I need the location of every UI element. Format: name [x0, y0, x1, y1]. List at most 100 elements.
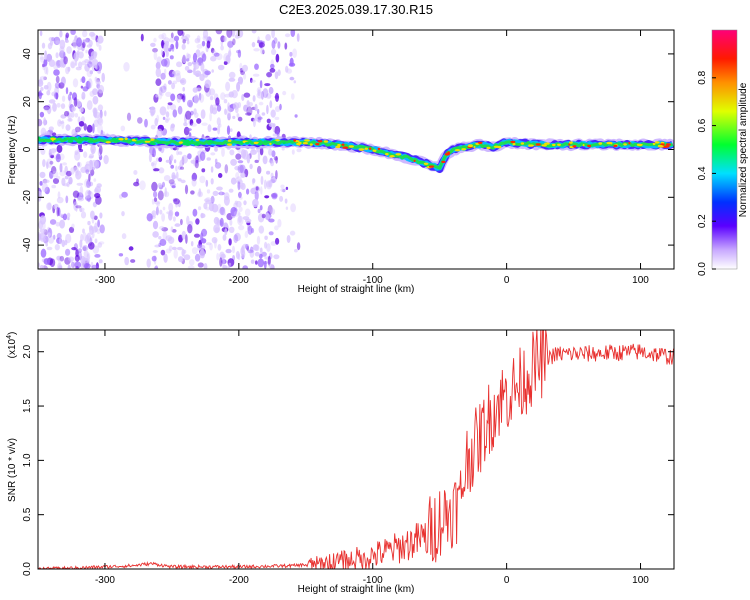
noise-blob — [88, 57, 94, 65]
noise-blob — [51, 37, 55, 42]
noise-blob — [39, 228, 46, 234]
noise-blob — [235, 172, 240, 180]
y-tick-label: -40 — [22, 237, 33, 252]
ridge-hotspot — [541, 144, 547, 147]
ridge-hotspot — [428, 165, 435, 168]
noise-blob — [190, 190, 195, 195]
noise-blob — [75, 265, 79, 269]
noise-blob — [74, 61, 78, 66]
noise-blob — [190, 159, 196, 164]
noise-blob — [174, 211, 180, 217]
noise-blob — [89, 153, 95, 159]
noise-blob — [190, 123, 197, 127]
noise-blob — [65, 66, 70, 75]
ridge-hotspot — [144, 140, 151, 143]
noise-blob — [85, 49, 88, 54]
noise-blob — [270, 175, 277, 184]
noise-blob — [46, 161, 49, 169]
ridge-hotspot — [664, 145, 670, 148]
noise-blob — [168, 202, 174, 212]
noise-blob — [55, 52, 59, 59]
noise-blob — [265, 34, 271, 41]
noise-blob — [251, 178, 255, 185]
noise-blob — [177, 151, 183, 155]
noise-blob — [88, 181, 94, 187]
noise-blob — [96, 183, 102, 188]
noise-blob — [126, 112, 132, 122]
noise-blob — [73, 201, 78, 211]
noise-blob — [205, 179, 209, 187]
noise-blob — [64, 110, 69, 117]
noise-blob — [179, 159, 184, 168]
noise-blob — [88, 173, 91, 182]
noise-blob — [51, 170, 59, 178]
noise-blob — [77, 197, 84, 202]
noise-blob — [243, 104, 249, 112]
noise-blob — [170, 154, 174, 162]
noise-blob — [56, 255, 62, 261]
noise-blob — [257, 165, 262, 175]
noise-blob — [211, 237, 218, 244]
snr-scale-exponent: 4 — [6, 335, 13, 339]
noise-blob — [230, 206, 237, 217]
noise-blob — [53, 64, 59, 70]
noise-blob — [157, 182, 163, 188]
noise-blob — [60, 76, 66, 86]
noise-blob — [282, 90, 287, 96]
noise-blob — [276, 130, 280, 137]
noise-blob — [212, 127, 218, 131]
noise-blob — [43, 76, 47, 81]
noise-blob — [172, 109, 178, 118]
noise-blob — [87, 78, 93, 89]
noise-blob — [39, 111, 45, 118]
noise-blob — [86, 180, 91, 188]
noise-blob — [148, 152, 152, 163]
noise-blob — [212, 50, 217, 57]
noise-blob — [74, 126, 81, 133]
noise-blob — [237, 160, 244, 164]
ridge-hotspot — [368, 147, 372, 150]
ridge-hotspot — [190, 139, 194, 143]
noise-blob — [187, 99, 193, 108]
noise-blob — [164, 187, 167, 197]
noise-blob — [46, 90, 51, 96]
noise-blob — [151, 255, 157, 262]
noise-blob — [238, 206, 243, 212]
noise-blob — [156, 201, 160, 207]
noise-blob — [171, 185, 176, 189]
noise-blob — [153, 266, 159, 269]
noise-blob — [223, 211, 226, 216]
y-tick-label: -20 — [22, 190, 33, 205]
noise-blob — [98, 44, 102, 51]
noise-blob — [161, 32, 167, 40]
noise-blob — [197, 191, 203, 198]
colorbar-tick-label: 0.0 — [697, 262, 708, 276]
noise-blob — [83, 263, 91, 269]
noise-blob — [38, 79, 43, 85]
ridge-hotspot — [598, 142, 603, 145]
colorbar-gradient — [711, 29, 738, 270]
ridge-hotspot — [337, 143, 341, 147]
noise-blob — [197, 262, 204, 268]
noise-blob — [51, 166, 57, 175]
noise-blob — [76, 161, 82, 168]
noise-blob — [168, 210, 174, 217]
noise-blob — [185, 110, 192, 120]
noise-blob — [222, 234, 227, 241]
noise-blob — [66, 170, 72, 177]
snr-marks — [38, 330, 674, 569]
noise-blob — [275, 53, 280, 63]
noise-blob — [273, 156, 278, 161]
noise-blob — [237, 49, 242, 58]
noise-blob — [69, 91, 72, 96]
x-tick-label: -100 — [363, 575, 383, 586]
noise-blob — [164, 68, 167, 75]
noise-blob — [151, 198, 155, 205]
noise-blob — [81, 60, 87, 66]
noise-blob — [242, 265, 248, 269]
noise-blob — [272, 133, 278, 137]
noise-blob — [273, 37, 278, 44]
noise-blob — [228, 238, 232, 246]
noise-blob — [82, 245, 89, 252]
noise-blob — [52, 102, 57, 112]
